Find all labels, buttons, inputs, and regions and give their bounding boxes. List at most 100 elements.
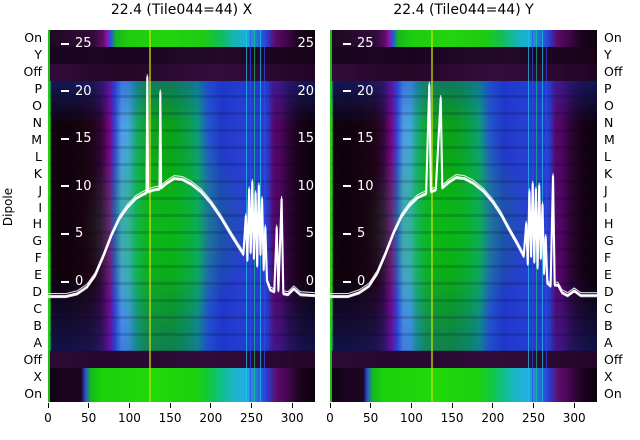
dipole-label-right-off-19: Off xyxy=(604,351,623,367)
dipole-label-left-k-8: K xyxy=(33,165,42,181)
inner-scale-tick-right-20: 20 xyxy=(297,83,314,99)
inner-tick-value: 5 xyxy=(75,226,84,242)
dipole-label-left-o-4: O xyxy=(32,98,42,114)
dipole-label-right-on-21: On xyxy=(604,385,622,401)
inner-scale-tick-25: 25 xyxy=(343,37,374,50)
dipole-label-left-on-0: On xyxy=(24,30,42,46)
bandpass-curve xyxy=(330,81,597,295)
dipole-label-right-x-20: X xyxy=(604,368,613,384)
dipole-label-left-n-5: N xyxy=(32,115,42,130)
inner-tick-dash xyxy=(61,90,69,93)
inner-scale-tick-right-5: 5 xyxy=(305,226,314,242)
x-tick-mark-250 xyxy=(533,403,534,408)
dipole-label-left-off-19: Off xyxy=(23,351,42,367)
inner-tick-dash xyxy=(61,185,69,188)
x-tick-label-200: 200 xyxy=(481,411,505,425)
dipole-label-right-f-13: F xyxy=(604,250,612,266)
x-tick-mark-200 xyxy=(492,403,494,408)
inner-tick-dash xyxy=(343,280,351,283)
dipole-label-right-b-17: B xyxy=(604,317,613,333)
edge-channel-line xyxy=(330,30,332,402)
dipole-label-left-p-3: P xyxy=(34,81,42,97)
inner-tick-value: 5 xyxy=(357,226,366,242)
dipole-label-right-o-4: O xyxy=(604,98,614,114)
heatmap-rows-x-on xyxy=(48,368,315,402)
panel-x-title: 22.4 (Tile044=44) X xyxy=(110,2,253,18)
heatmap-rows-x-on xyxy=(330,368,597,402)
dipole-label-left-a-18: A xyxy=(33,334,42,350)
dipole-label-right-on-0: On xyxy=(604,30,622,46)
inner-scale-tick-20: 20 xyxy=(61,85,92,98)
x-tick-label-250: 250 xyxy=(240,411,263,425)
x-tick-mark-0 xyxy=(329,403,331,408)
dipole-label-right-p-3: P xyxy=(604,81,612,97)
calibration-line xyxy=(431,30,434,402)
edge-channel-line xyxy=(48,30,50,402)
inner-tick-dash xyxy=(61,232,69,235)
inner-tick-value: 0 xyxy=(75,274,84,289)
dipole-label-left-j-9: J xyxy=(38,182,42,198)
dipole-label-right-m-6: M xyxy=(604,131,615,147)
x-tick-mark-250 xyxy=(251,403,252,408)
inner-scale-tick-15: 15 xyxy=(343,132,374,145)
inner-tick-dash xyxy=(343,232,351,235)
dipole-label-right-j-9: J xyxy=(604,182,608,198)
x-tick-mark-150 xyxy=(451,403,453,408)
x-tick-label-100: 100 xyxy=(117,411,141,425)
dipole-label-right-n-5: N xyxy=(604,115,614,130)
inner-scale-tick-right-0: 0 xyxy=(305,274,314,289)
inner-tick-value: 15 xyxy=(75,131,92,147)
dipole-label-left-e-14: E xyxy=(34,267,42,283)
inner-scale-tick-right-25: 25 xyxy=(297,36,314,51)
panel-y-title: 22.4 (Tile044=44) Y xyxy=(393,2,534,18)
x-tick-mark-100 xyxy=(410,403,412,408)
dipole-label-left-h-11: H xyxy=(32,216,42,232)
x-tick-mark-100 xyxy=(128,403,130,408)
heatmap-panel-x: 25 25 20 20 15 15 10 10 5 5 0 0 xyxy=(48,30,315,402)
inner-tick-value: 20 xyxy=(75,83,92,99)
x-tick-mark-0 xyxy=(47,403,49,408)
inner-tick-value: 10 xyxy=(75,178,92,194)
dipole-label-right-y-1: Y xyxy=(604,47,612,63)
inner-scale-tick-25: 25 xyxy=(61,37,92,50)
dipole-label-left-y-1: Y xyxy=(34,47,42,63)
inner-scale-tick-right-15: 15 xyxy=(297,131,314,147)
dipole-label-right-a-18: A xyxy=(604,334,613,350)
heatmap-panel-y: 25 20 15 10 5 0 xyxy=(330,30,597,402)
inner-tick-dash xyxy=(343,185,351,188)
dipole-label-right-k-8: K xyxy=(604,165,613,181)
dipole-label-left-l-7: L xyxy=(35,148,42,164)
calibration-line xyxy=(149,30,152,402)
bandpass-curve xyxy=(48,78,315,299)
x-tick-mark-300 xyxy=(291,403,293,408)
x-tick-label-150: 150 xyxy=(440,411,464,425)
inner-tick-dash xyxy=(61,42,69,45)
bandpass-curve xyxy=(48,76,315,298)
dipole-label-left-m-6: M xyxy=(31,131,42,147)
inner-scale-tick-20: 20 xyxy=(343,85,374,98)
inner-scale-tick-0: 0 xyxy=(61,275,83,288)
inner-tick-value: 0 xyxy=(357,274,366,289)
x-tick-label-50: 50 xyxy=(363,411,379,425)
bandpass-curve-overlay xyxy=(48,74,315,299)
inner-tick-dash xyxy=(61,280,69,283)
inner-tick-value: 25 xyxy=(357,36,374,51)
inner-tick-dash xyxy=(61,137,69,140)
inner-scale-tick-10: 10 xyxy=(61,180,92,193)
inner-tick-dash xyxy=(343,137,351,140)
dipole-label-right-off-2: Off xyxy=(604,64,623,80)
heatmap-main-block xyxy=(48,81,315,351)
dipole-label-left-i-10: I xyxy=(38,199,42,215)
dipole-label-left-b-17: B xyxy=(33,317,42,333)
inner-tick-value: 20 xyxy=(357,83,374,99)
dipole-label-left-x-20: X xyxy=(33,368,42,384)
dipole-label-right-h-11: H xyxy=(604,216,614,232)
inner-scale-tick-15: 15 xyxy=(61,132,92,145)
dipole-label-left-f-13: F xyxy=(34,250,42,266)
x-tick-mark-150 xyxy=(169,403,171,408)
inner-tick-dash xyxy=(343,90,351,93)
dipole-label-right-l-7: L xyxy=(604,148,611,164)
dipole-label-left-c-16: C xyxy=(33,301,42,316)
dipole-label-left-g-12: G xyxy=(32,233,42,249)
